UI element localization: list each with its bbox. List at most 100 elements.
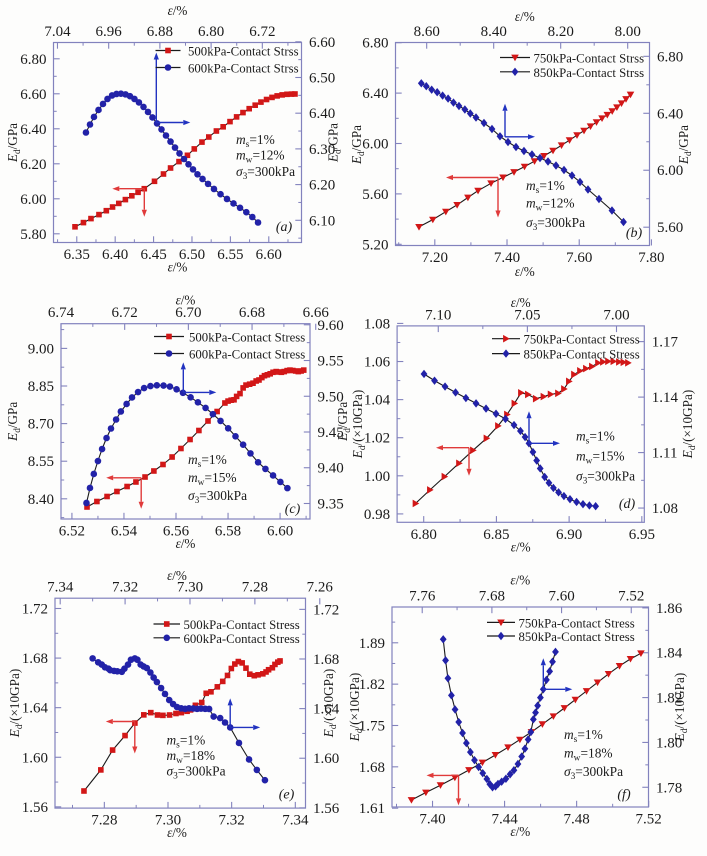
tick-label-e-right-1.60: 1.60: [313, 751, 339, 767]
tick-label-a-bottom-6.50: 6.50: [179, 247, 205, 263]
axis-title-b-right: Ed/GPa: [676, 125, 693, 165]
tick-label-c-bottom-6.52: 6.52: [59, 524, 85, 540]
axis-titles-c: ε/% ε/% Ed/GPa Ed/GPa: [5, 293, 352, 552]
axis-title-a-top: ε/%: [168, 3, 188, 18]
tick-label-c-right-9.35: 9.35: [318, 496, 344, 512]
tick-label-a-bottom-6.55: 6.55: [217, 247, 243, 263]
tick-label-f-top-7.60: 7.60: [548, 589, 574, 605]
tick-label-a-top-6.96: 6.96: [96, 24, 123, 40]
tick-label-b-bottom-7.40: 7.40: [494, 250, 520, 266]
tick-label-c-left-8.40: 8.40: [28, 492, 54, 508]
panel-letter-d: (d): [619, 497, 636, 512]
axis-title-d-right: Ed/(×10GPa): [680, 390, 697, 459]
tick-label-a-right-6.50: 6.50: [309, 70, 335, 86]
tick-label-d-left-1.08: 1.08: [364, 316, 390, 332]
legend-label-d-blue: 850kPa-Contact Stress: [524, 348, 640, 362]
tick-label-b-right-5.60: 5.60: [657, 220, 683, 236]
tick-labels-a: 6.35 6.40 6.45 6.50 6.55 6.60 7.04 6.96 6.88 6.80…: [20, 24, 335, 263]
series-f-red: [407, 650, 645, 804]
tick-label-e-top-7.34: 7.34: [47, 580, 74, 596]
legend-label-d-red: 750kPa-Contact Stress: [524, 333, 640, 347]
tick-label-e-left-1.56: 1.56: [22, 800, 49, 816]
axis-arrows-a: [112, 52, 191, 217]
tick-label-d-bottom-6.85: 6.85: [483, 527, 509, 543]
axis-pointer-arrows-e-red: [105, 718, 138, 754]
annotation-f-0: ms=1%: [564, 727, 603, 745]
tick-label-b-left-6.00: 6.00: [362, 137, 388, 153]
series-c-red: [84, 367, 307, 510]
tick-label-a-right-6.20: 6.20: [309, 178, 335, 194]
series-d-blue: [420, 369, 600, 511]
tick-label-b-top-8.40: 8.40: [481, 24, 507, 40]
tick-label-d-right-1.08: 1.08: [652, 501, 678, 517]
axes-frame-f: [391, 606, 650, 808]
annotation-b-2: σ3=300kPa: [526, 215, 585, 233]
series-e-red: [81, 658, 283, 794]
tick-label-c-right-9.40: 9.40: [318, 461, 344, 477]
tick-label-e-left-1.68: 1.68: [22, 651, 48, 667]
legend-item-d-blue: 850kPa-Contact Stress: [492, 348, 640, 362]
legend-item-a-red: 500kPa-Contact Strss: [155, 45, 299, 59]
tick-label-e-left-1.72: 1.72: [22, 601, 48, 617]
tick-label-e-bottom-7.32: 7.32: [219, 813, 245, 829]
tick-label-a-right-6.40: 6.40: [309, 106, 335, 122]
axis-pointer-arrows-d-blue: [526, 411, 560, 446]
tick-label-a-top-6.88: 6.88: [147, 24, 173, 40]
axis-title-f-left: Ed/(×10GPa): [347, 673, 364, 742]
tick-label-d-right-1.17: 1.17: [652, 335, 679, 351]
tick-labels-f: 7.40 7.44 7.48 7.52 7.76 7.68 7.60 7.52 1.61 1.68…: [359, 589, 683, 828]
panel-c: 6.52 6.54 6.56 6.58 6.60 6.74 6.72 6.70 6.68 6.66…: [5, 293, 352, 552]
series-b-blue: [417, 79, 627, 227]
tick-label-b-bottom-7.60: 7.60: [566, 250, 592, 266]
tick-label-c-bottom-6.54: 6.54: [111, 524, 138, 540]
tick-label-c-left-8.70: 8.70: [28, 417, 54, 433]
ticks-f: [392, 607, 650, 809]
axis-title-b-bottom: ε/%: [515, 264, 535, 279]
axis-titles-b: ε/% ε/% Ed/GPa Ed/GPa: [349, 9, 693, 279]
annotation-d-1: mw=15%: [576, 449, 625, 467]
tick-label-a-bottom-6.60: 6.60: [256, 247, 282, 263]
legend-a: 500kPa-Contact Strss 600kPa-Contact Strss: [155, 45, 299, 76]
annotations-a: ms=1%mw=12%σ3=300kPa: [236, 132, 295, 182]
axis-arrows-b: [446, 103, 535, 218]
tick-label-a-left-6.00: 6.00: [20, 192, 46, 208]
tick-label-e-bottom-7.34: 7.34: [282, 813, 309, 829]
annotation-b-0: ms=1%: [526, 178, 565, 196]
tick-label-b-left-5.20: 5.20: [362, 237, 388, 253]
legend-item-a-blue: 600kPa-Contact Strss: [155, 62, 299, 76]
panel-a: 6.35 6.40 6.45 6.50 6.55 6.60 7.04 6.96 6.88 6.80…: [5, 3, 343, 275]
annotation-d-2: σ3=300kPa: [576, 469, 635, 487]
axis-title-c-bottom: ε/%: [176, 536, 196, 551]
legend-label-c-red: 500kPa-Contact Stress: [189, 331, 305, 345]
annotation-e-1: mw=18%: [167, 748, 216, 766]
annotation-c-1: mw=15%: [188, 470, 237, 488]
tick-label-d-left-1.04: 1.04: [364, 393, 391, 409]
panel-letter-b: (b): [626, 226, 643, 241]
annotations-f: ms=1%mw=18%σ3=300kPa: [564, 727, 623, 782]
tick-label-d-bottom-6.80: 6.80: [411, 527, 437, 543]
tick-label-c-left-8.55: 8.55: [28, 454, 54, 470]
panel-e: 7.28 7.30 7.32 7.34 7.34 7.32 7.30 7.28 7.26 1.56…: [7, 568, 340, 840]
tick-label-d-top-7.00: 7.00: [603, 307, 629, 323]
annotation-a-0: ms=1%: [236, 132, 275, 150]
axis-title-b-left: Ed/GPa: [349, 125, 366, 165]
tick-label-e-right-1.68: 1.68: [313, 652, 339, 668]
tick-label-c-top-6.72: 6.72: [112, 305, 138, 321]
axis-pointer-arrows-b-red: [446, 174, 501, 218]
tick-label-f-left-1.61: 1.61: [359, 801, 385, 817]
tick-label-e-top-7.30: 7.30: [177, 580, 203, 596]
tick-label-b-left-6.40: 6.40: [362, 86, 388, 102]
tick-label-f-right-1.78: 1.78: [656, 780, 682, 796]
axis-title-a-bottom: ε/%: [168, 260, 188, 275]
tick-label-a-right-6.10: 6.10: [309, 213, 335, 229]
axis-title-d-top: ε/%: [511, 295, 531, 310]
axis-pointer-arrows-c-red: [106, 475, 144, 509]
panel-f: 7.40 7.44 7.48 7.52 7.76 7.68 7.60 7.52 1.61 1.68…: [347, 573, 689, 840]
axis-pointer-arrows-a-blue: [153, 52, 191, 126]
annotation-c-2: σ3=300kPa: [188, 488, 247, 506]
tick-label-f-left-1.75: 1.75: [359, 718, 385, 734]
tick-label-c-right-9.50: 9.50: [318, 389, 344, 405]
tick-label-e-bottom-7.30: 7.30: [155, 813, 181, 829]
tick-label-c-right-9.45: 9.45: [318, 425, 344, 441]
axis-arrows-d: [436, 411, 560, 476]
